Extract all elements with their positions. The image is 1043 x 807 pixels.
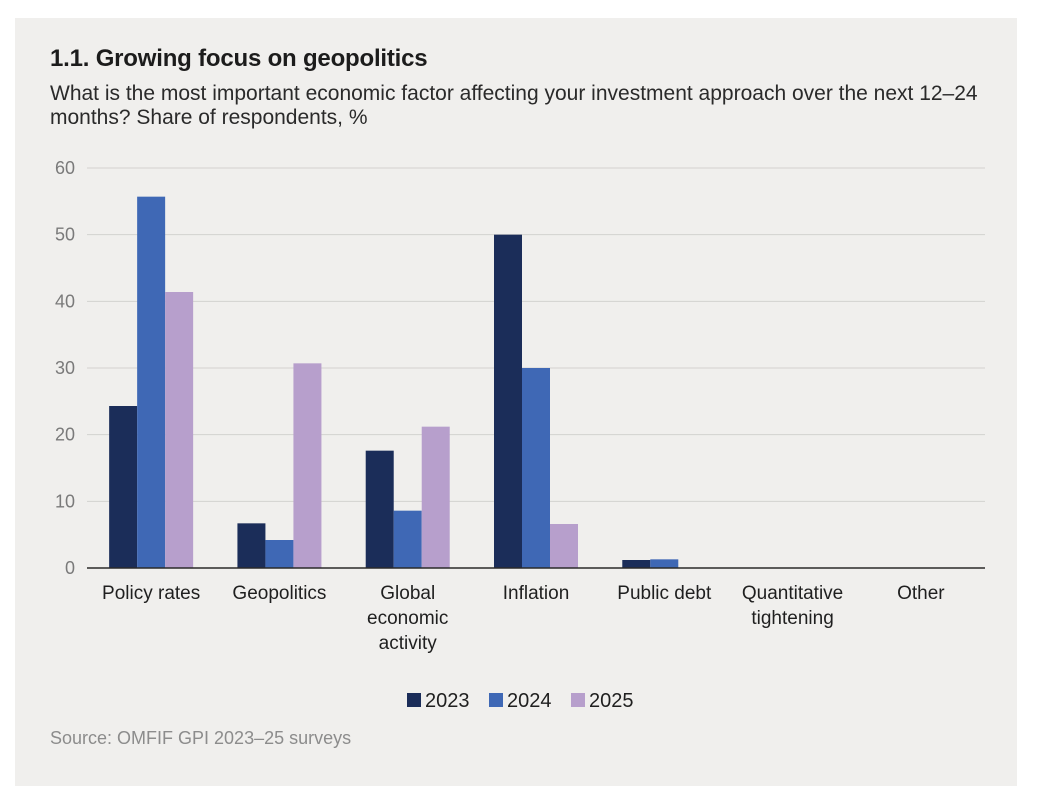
y-tick-label: 60	[55, 158, 75, 178]
y-tick-label: 30	[55, 358, 75, 378]
bar-2023	[109, 406, 138, 568]
bar-2023	[237, 523, 266, 568]
x-category-label: economic	[367, 608, 448, 629]
x-category-label: Public debt	[617, 583, 712, 604]
legend-label-2025: 2025	[589, 690, 634, 712]
y-tick-label: 20	[55, 425, 75, 445]
bar-2024	[265, 540, 294, 568]
bar-2023	[494, 234, 522, 568]
source-note: Source: OMFIF GPI 2023–25 surveys	[50, 728, 352, 748]
y-tick-label: 0	[65, 558, 75, 578]
bar-2025	[293, 363, 322, 568]
bar-2024	[650, 559, 679, 568]
bar-2024	[393, 510, 422, 568]
x-category-label: Other	[897, 583, 945, 604]
bar-2023	[365, 450, 394, 568]
legend-label-2023: 2023	[425, 690, 470, 712]
x-category-label: Geopolitics	[232, 583, 326, 604]
x-category-label: tightening	[751, 608, 833, 629]
bar-2024	[137, 196, 166, 568]
legend-label-2024: 2024	[507, 690, 552, 712]
legend-swatch-2023	[407, 693, 421, 707]
bar-2025	[550, 524, 578, 568]
bar-2025	[165, 292, 194, 568]
y-tick-label: 10	[55, 491, 75, 511]
bar-2024	[522, 368, 550, 568]
y-tick-label: 40	[55, 291, 75, 311]
y-tick-label: 50	[55, 225, 75, 245]
x-category-label: Quantitative	[742, 583, 843, 604]
legend-swatch-2024	[489, 693, 503, 707]
bar-2023	[622, 560, 651, 568]
legend-swatch-2025	[571, 693, 585, 707]
chart-title: 1.1. Growing focus on geopolitics	[50, 45, 428, 72]
x-category-label: activity	[379, 633, 438, 654]
bar-2025	[421, 426, 450, 568]
x-category-label: Policy rates	[102, 583, 200, 604]
x-category-label: Inflation	[503, 583, 570, 604]
chart-subtitle: What is the most important economic fact…	[50, 82, 978, 129]
x-category-label: Global	[380, 583, 435, 604]
